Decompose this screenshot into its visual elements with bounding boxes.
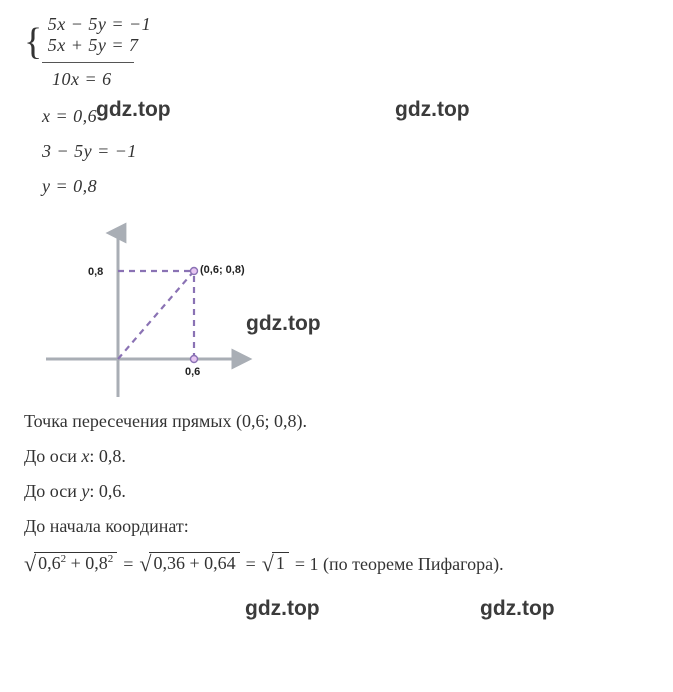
radicand-3: 1 [272, 552, 289, 574]
result-tail: = 1 (по теореме Пифагора). [295, 554, 504, 575]
graph-svg: 0,8 0,6 (0,6; 0,8) [46, 215, 261, 397]
sqrt-1: √0,62 + 0,82 [24, 553, 117, 575]
watermark: gdz.top [395, 98, 470, 122]
distance-to-y-axis: До оси y: 0,6. [24, 481, 673, 502]
substitution: 3 − 5y = −1 [42, 141, 673, 162]
equation-2: 5x + 5y = 7 [48, 35, 151, 56]
to-y-value: : 0,6. [89, 481, 126, 501]
svg-text:0,8: 0,8 [88, 266, 103, 278]
to-x-label: До оси [24, 446, 81, 466]
sum-result: 10x = 6 [52, 69, 673, 90]
sqrt-3: √1 [262, 553, 289, 575]
equals-1: = [123, 554, 133, 575]
distance-to-x-axis: До оси x: 0,8. [24, 446, 673, 467]
watermark: gdz.top [96, 98, 171, 122]
svg-text:0,6: 0,6 [185, 366, 200, 378]
radicand-2: 0,36 + 0,64 [149, 552, 239, 574]
to-x-value: : 0,8. [89, 446, 126, 466]
watermark: gdz.top [245, 597, 320, 621]
left-brace: { [24, 32, 43, 52]
to-y-label: До оси [24, 481, 81, 501]
svg-text:(0,6; 0,8): (0,6; 0,8) [200, 264, 245, 276]
intersection-text: Точка пересечения прямых (0,6; 0,8). [24, 411, 673, 432]
pythagoras-computation: √0,62 + 0,82 = √0,36 + 0,64 = √1 = 1 (по… [24, 553, 673, 575]
coordinate-graph: 0,8 0,6 (0,6; 0,8) [46, 215, 261, 397]
watermark: gdz.top [480, 597, 555, 621]
system-of-equations: { 5x − 5y = −1 5x + 5y = 7 [24, 14, 673, 56]
sqrt-2: √0,36 + 0,64 [139, 553, 239, 575]
equals-2: = [246, 554, 256, 575]
distance-to-origin-label: До начала координат: [24, 516, 673, 537]
radicand-1: 0,62 + 0,82 [34, 552, 117, 574]
sum-divider [42, 62, 134, 63]
watermark: gdz.top [246, 312, 321, 336]
y-value: y = 0,8 [42, 176, 673, 197]
equation-1: 5x − 5y = −1 [48, 14, 151, 35]
